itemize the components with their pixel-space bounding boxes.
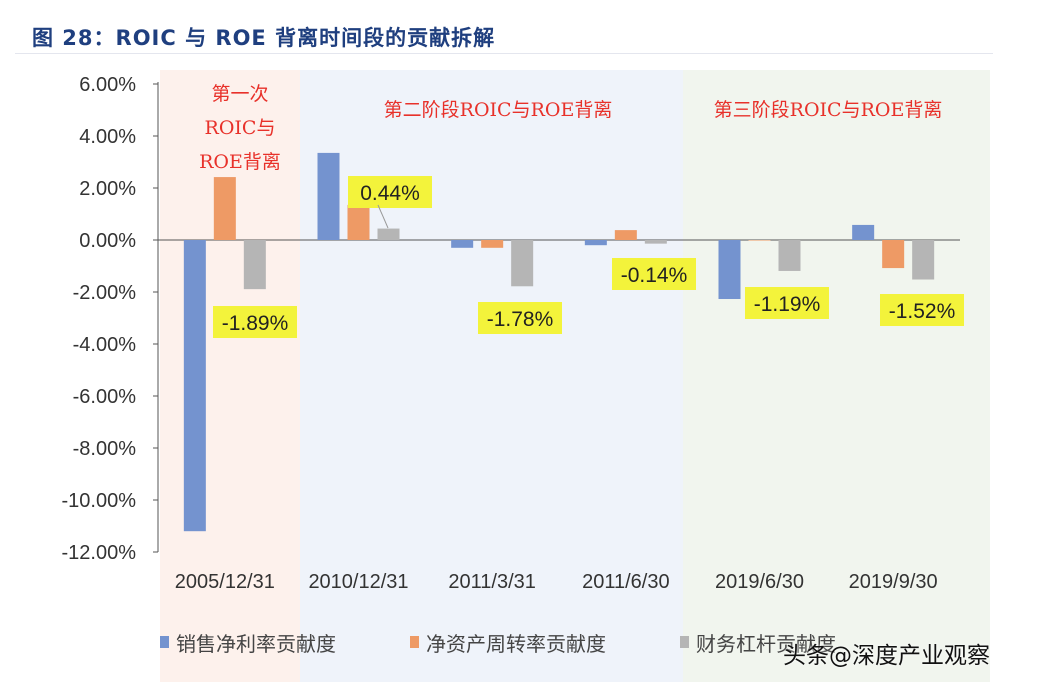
data-label-box: [213, 306, 297, 338]
bar-2: [912, 240, 935, 280]
x-tick-label: 2019/6/30: [715, 571, 804, 593]
bar-1: [347, 204, 370, 240]
label-leader: [377, 204, 389, 229]
phase-label: ROE背离: [199, 151, 281, 173]
bar-0: [183, 240, 206, 532]
data-label: -1.19%: [754, 293, 821, 316]
x-tick-label: 2011/3/31: [448, 571, 536, 593]
bar-0: [317, 152, 340, 240]
watermark: 头条@深度产业观察: [783, 643, 990, 669]
legend-label: 销售净利率贡献度: [176, 632, 336, 656]
y-tick-label: 6.00%: [79, 74, 136, 96]
bar-0: [718, 240, 741, 300]
bar-0: [584, 240, 607, 246]
bar-2: [243, 240, 266, 290]
x-tick-label: 2005/12/31: [175, 571, 275, 593]
y-tick-label: 4.00%: [79, 126, 136, 148]
chart-title: 图 28：ROIC 与 ROE 背离时间段的贡献拆解: [32, 26, 496, 50]
phase-label: 第二阶段ROIC与ROE背离: [384, 99, 613, 121]
bar-1: [481, 240, 504, 248]
phase-background: [683, 70, 990, 682]
bar-2: [778, 240, 801, 271]
title-divider: [15, 53, 993, 54]
data-label-box: [880, 294, 964, 326]
data-label-box: [612, 258, 696, 290]
y-tick-label: -8.00%: [73, 438, 137, 460]
y-tick-label: -2.00%: [73, 282, 137, 304]
phase-label: ROIC与: [205, 117, 276, 139]
data-label: 0.44%: [360, 182, 420, 205]
bar-0: [852, 224, 875, 240]
bar-1: [882, 240, 905, 269]
y-tick-label: -10.00%: [62, 490, 137, 512]
legend-swatch: [410, 636, 419, 648]
phase-label: 第三阶段ROIC与ROE背离: [714, 99, 943, 121]
data-label: -0.14%: [621, 264, 688, 287]
bar-2: [377, 228, 400, 240]
bar-1: [614, 230, 637, 240]
y-tick-label: -12.00%: [62, 542, 137, 564]
x-tick-label: 2019/9/30: [849, 571, 938, 593]
bar-2: [644, 240, 667, 244]
bar-1: [748, 240, 771, 241]
phase-background: [300, 70, 683, 682]
y-tick-label: -6.00%: [73, 386, 137, 408]
legend-swatch: [680, 636, 689, 648]
legend-label: 净资产周转率贡献度: [426, 632, 606, 656]
bar-0: [451, 240, 474, 248]
phase-label: 第一次: [211, 83, 268, 105]
phase-background: [160, 70, 300, 682]
data-label: -1.89%: [222, 312, 289, 335]
data-label: -1.78%: [487, 308, 554, 331]
x-tick-label: 2011/6/30: [582, 571, 670, 593]
y-tick-label: 2.00%: [79, 178, 136, 200]
data-label: -1.52%: [889, 300, 956, 323]
bar-1: [213, 177, 236, 240]
data-label-box: [348, 176, 432, 208]
y-tick-label: 0.00%: [79, 230, 136, 252]
data-label-box: [478, 302, 562, 334]
legend-swatch: [160, 636, 169, 648]
data-label-box: [745, 287, 829, 319]
x-tick-label: 2010/12/31: [308, 571, 408, 593]
y-tick-label: -4.00%: [73, 334, 137, 356]
bar-2: [511, 240, 534, 287]
legend-label: 财务杠杆贡献度: [696, 632, 836, 656]
